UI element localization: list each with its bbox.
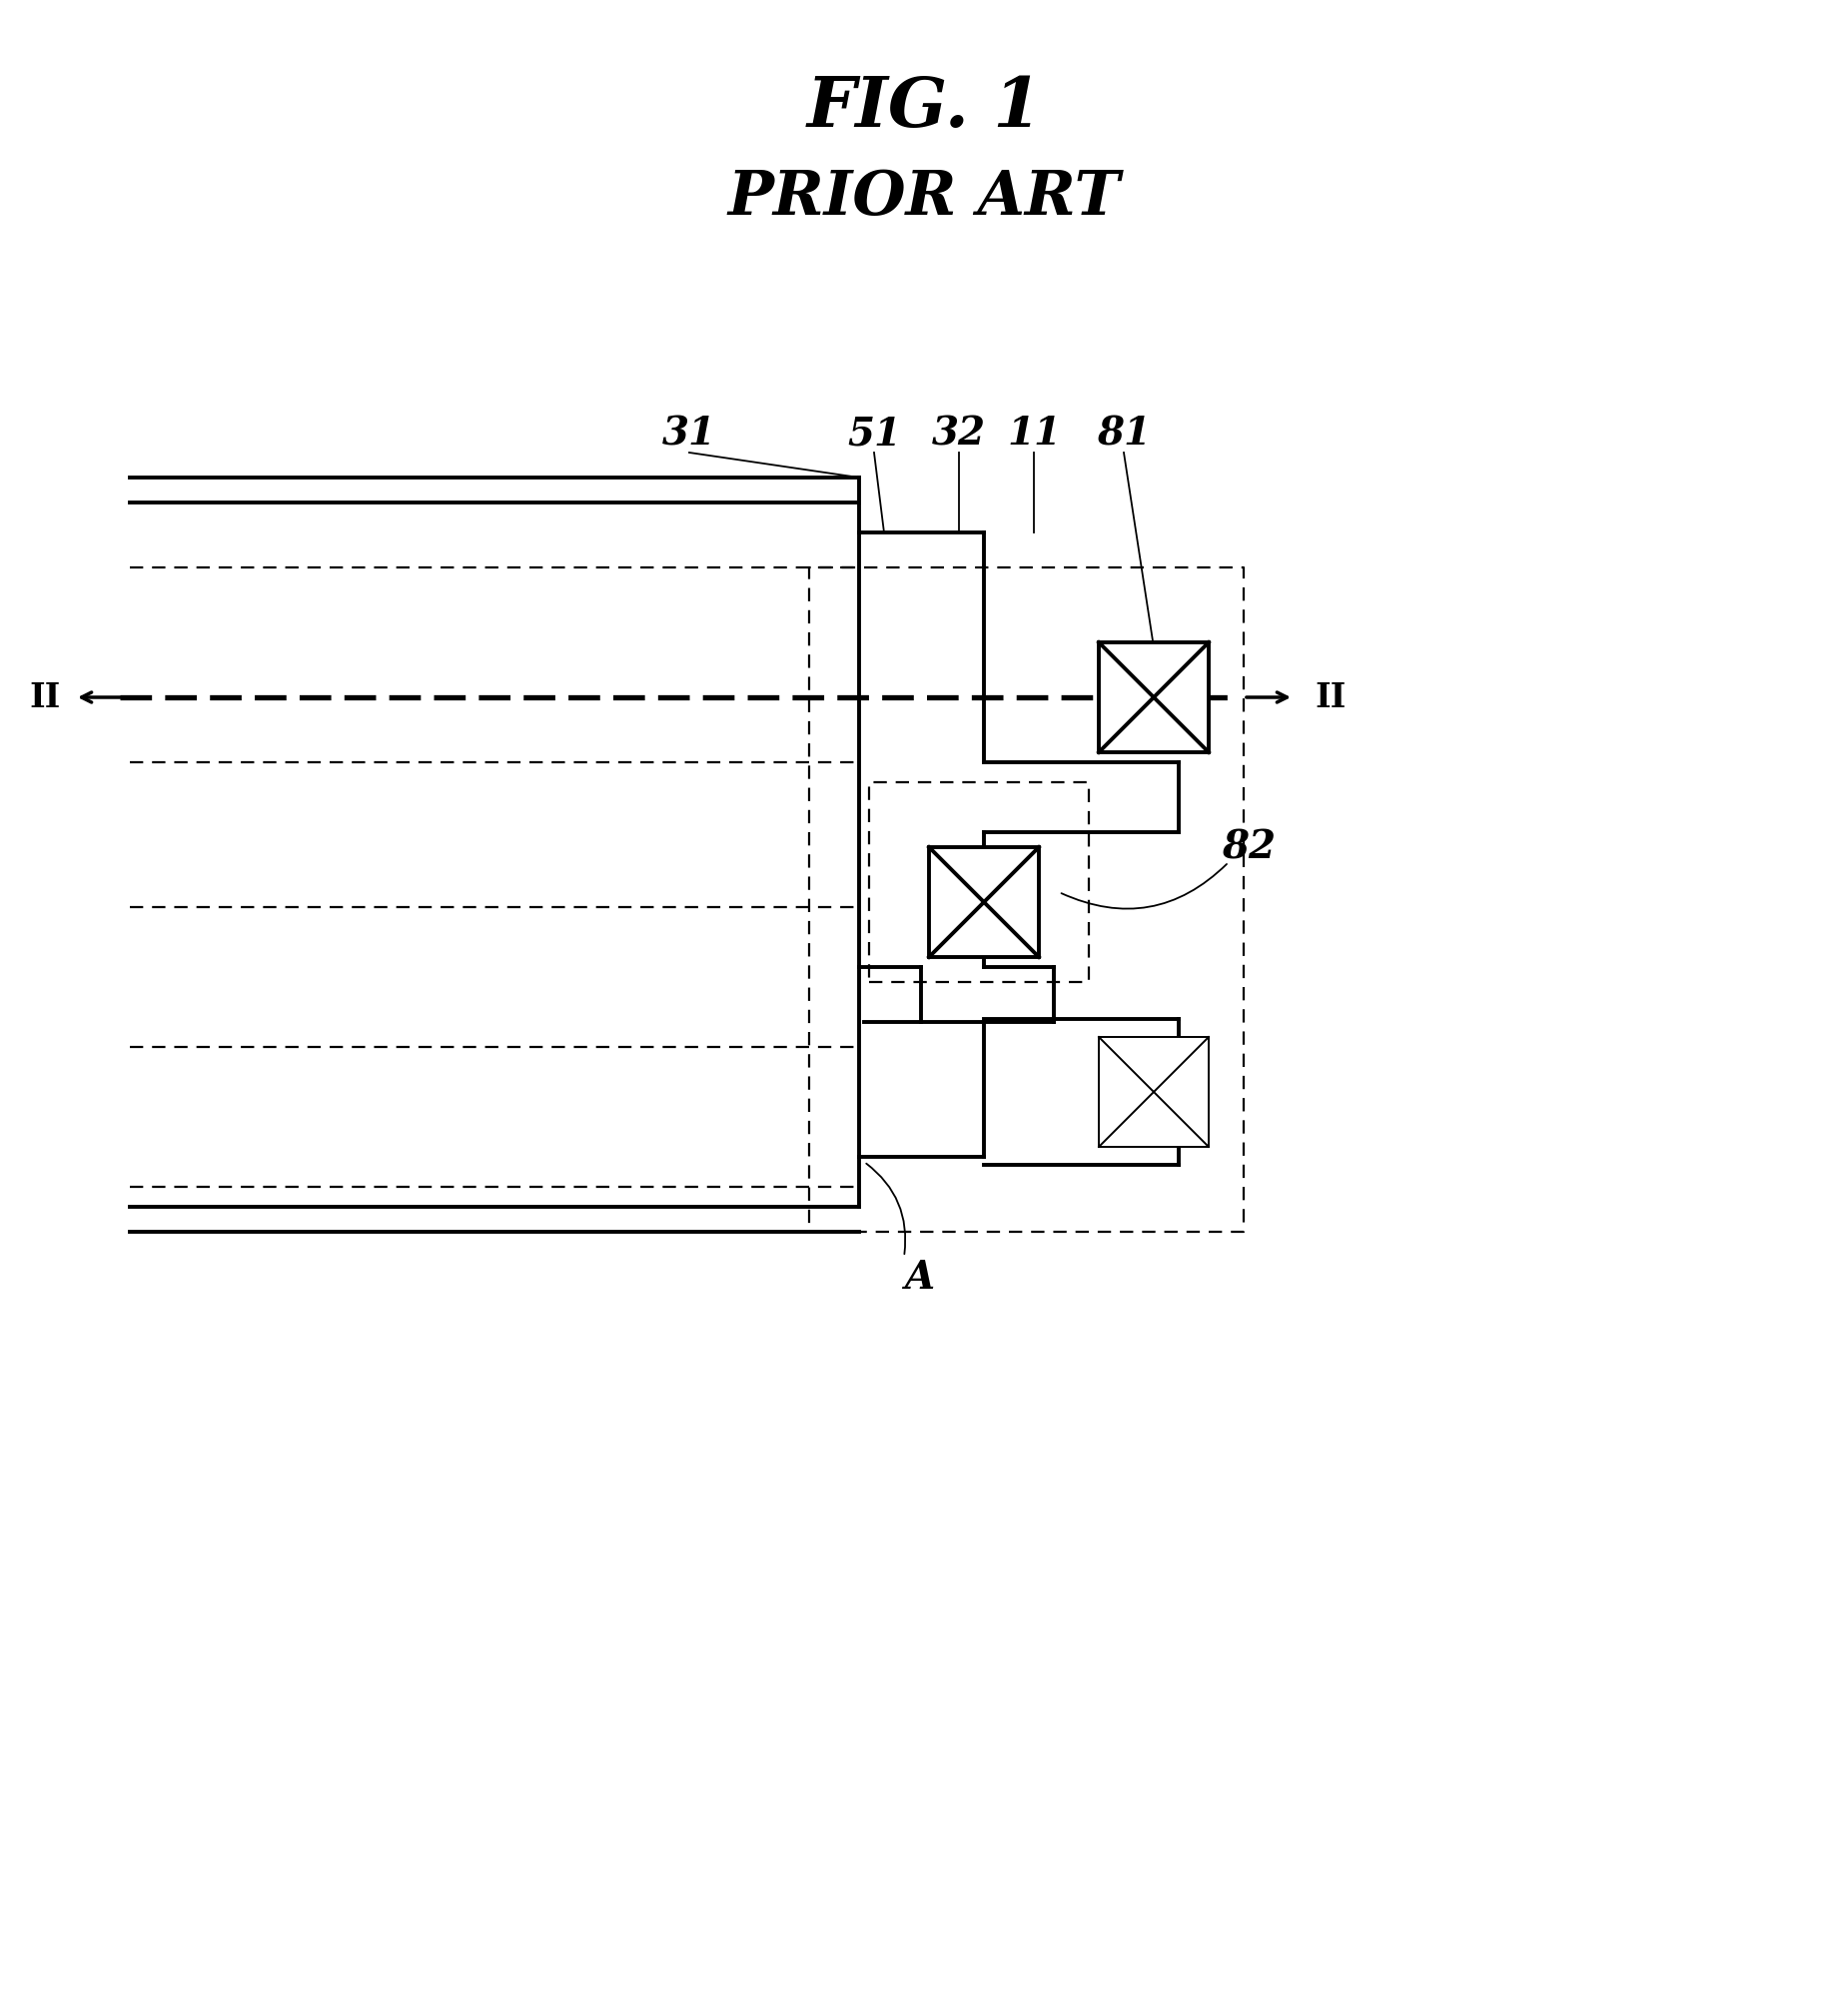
Text: II: II xyxy=(30,681,61,714)
Text: 82: 82 xyxy=(1222,829,1275,867)
Bar xyxy=(930,847,1039,958)
Text: A: A xyxy=(904,1258,933,1296)
Bar xyxy=(1100,643,1209,752)
Text: 32: 32 xyxy=(931,415,987,452)
Text: 11: 11 xyxy=(1007,415,1061,452)
Text: 81: 81 xyxy=(1098,415,1151,452)
Text: 51: 51 xyxy=(846,415,902,452)
Text: FIG. 1: FIG. 1 xyxy=(806,75,1042,141)
Bar xyxy=(1100,1036,1209,1147)
Text: 31: 31 xyxy=(662,415,717,452)
Text: PRIOR ART: PRIOR ART xyxy=(728,167,1120,228)
Text: II: II xyxy=(1316,681,1345,714)
